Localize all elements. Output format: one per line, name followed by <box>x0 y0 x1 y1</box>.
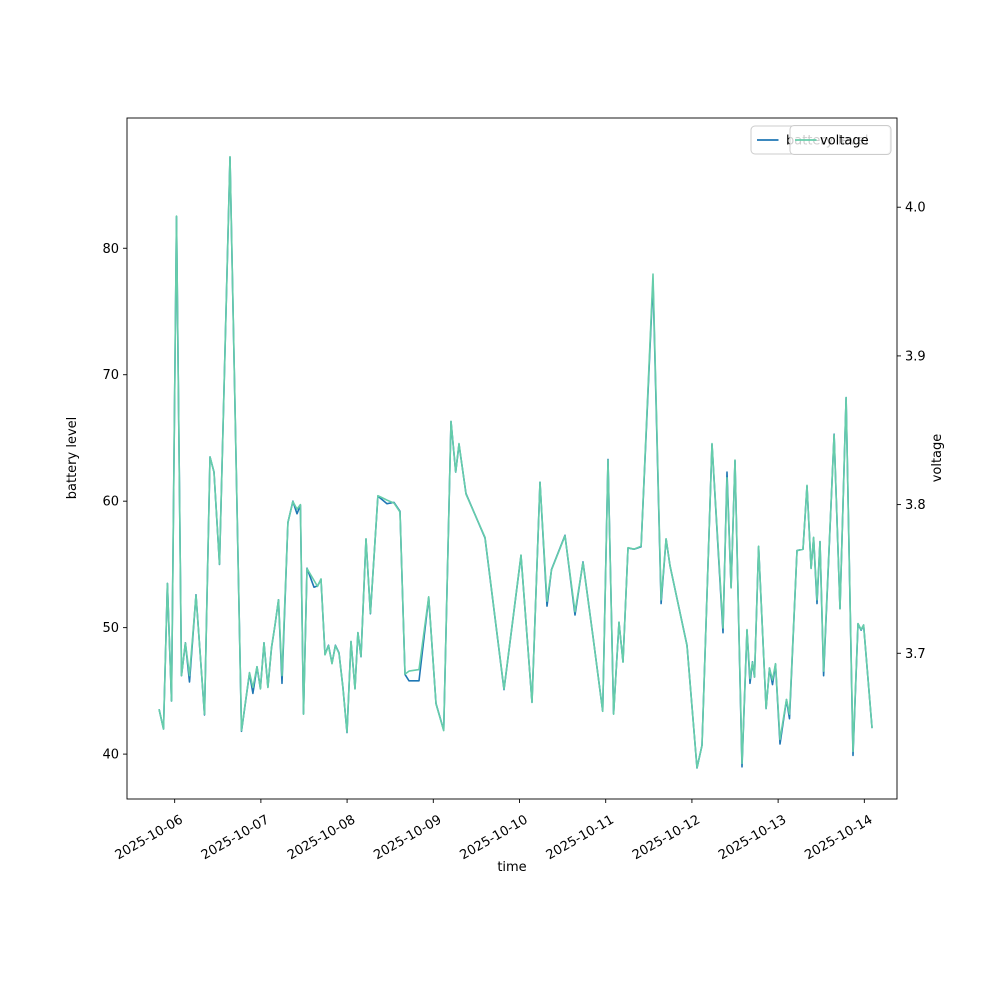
y-tick-label-left: 80 <box>102 242 119 257</box>
y-tick-label-right: 3.7 <box>905 647 926 662</box>
axes-frame <box>126 117 898 800</box>
y-tick-label-left: 50 <box>102 621 119 636</box>
y-axis-label-right: voltage <box>930 434 945 483</box>
y-tick-label-right: 3.8 <box>905 498 926 513</box>
x-tick-label: 2025-10-13 <box>716 812 789 863</box>
y-tick-label-left: 70 <box>102 368 119 383</box>
x-tick-label: 2025-10-08 <box>285 812 358 863</box>
x-tick-label: 2025-10-09 <box>371 812 444 863</box>
legend-voltage-box <box>789 125 892 155</box>
x-tick-label: 2025-10-07 <box>199 812 272 863</box>
y-tick-label-right: 4.0 <box>905 201 926 216</box>
voltage-line <box>158 155 873 769</box>
x-tick-label: 2025-10-14 <box>802 812 875 863</box>
x-tick-label: 2025-10-06 <box>113 812 186 863</box>
x-tick-label: 2025-10-10 <box>458 812 531 863</box>
y-tick-label-left: 60 <box>102 495 119 510</box>
y-tick-label-left: 40 <box>102 748 119 763</box>
series-lines <box>158 155 873 769</box>
legend-voltage: voltage <box>789 125 892 155</box>
x-axis-label: time <box>497 860 526 875</box>
y-axis-label-left: battery level <box>65 417 80 500</box>
legend-voltage-label: voltage <box>820 134 869 149</box>
plot-area <box>127 118 897 799</box>
y-tick-label-right: 3.9 <box>905 349 926 364</box>
x-tick-label: 2025-10-12 <box>630 812 703 863</box>
x-tick-label: 2025-10-11 <box>544 812 617 863</box>
